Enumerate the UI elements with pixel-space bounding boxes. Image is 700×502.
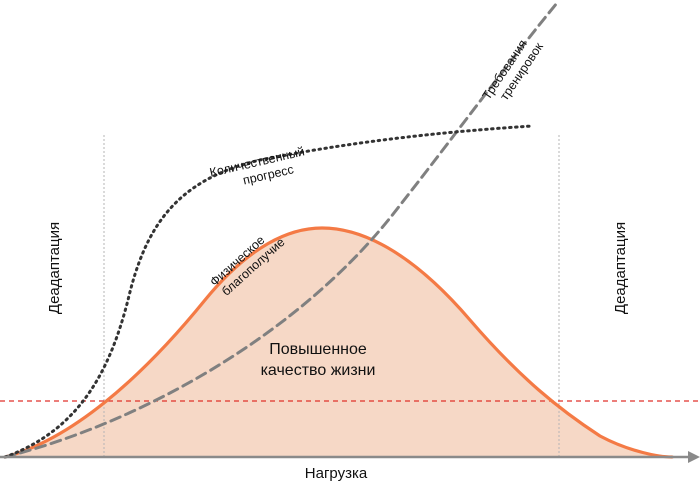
wellbeing-curve [3, 226, 674, 459]
training-requirements-curve [3, 1, 559, 459]
quality-label-line2: качество жизни [261, 362, 376, 379]
quality-label-line1: Повышенное [269, 341, 367, 358]
quantitative-progress-curve [3, 124, 534, 459]
side-label-left: Деадаптация [46, 222, 63, 314]
wellbeing-area [5, 228, 672, 457]
x-axis-label: Нагрузка [305, 465, 368, 482]
side-label-right: Деадаптация [612, 222, 629, 314]
x-axis-arrow [688, 451, 700, 463]
